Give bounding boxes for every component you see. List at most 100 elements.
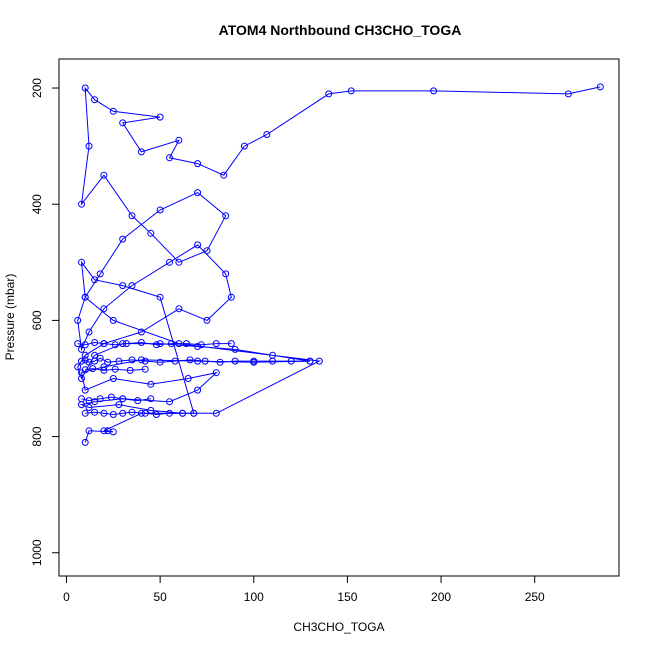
y-tick-label: 800 (30, 426, 44, 446)
data-point (89, 365, 97, 373)
data-point (184, 375, 192, 382)
data-point (119, 395, 127, 403)
data-point (100, 305, 108, 313)
data-point (194, 343, 202, 350)
data-point (212, 409, 220, 417)
data-point (100, 340, 108, 348)
data-point (126, 366, 134, 374)
data-point (128, 356, 136, 364)
data-point (156, 293, 164, 301)
data-point (347, 87, 355, 95)
data-point (128, 212, 136, 220)
data-point (119, 409, 127, 417)
data-point (141, 365, 149, 373)
data-point (100, 427, 108, 435)
data-point (78, 357, 85, 365)
data-point (85, 142, 93, 150)
data-point (141, 409, 149, 417)
data-point (147, 380, 155, 388)
data-point (109, 411, 117, 418)
data-point (81, 409, 89, 417)
data-point (167, 340, 175, 348)
data-point (222, 212, 230, 220)
data-point (231, 345, 239, 353)
data-point (147, 229, 155, 237)
data-series (81, 365, 149, 374)
data-point (175, 305, 183, 313)
data-point (156, 340, 164, 348)
data-point (91, 276, 99, 284)
data-point (96, 354, 104, 362)
data-point (128, 282, 136, 290)
data-point (194, 189, 202, 197)
data-series (78, 354, 314, 366)
y-tick-label: 1000 (30, 539, 44, 566)
data-point (109, 428, 117, 436)
data-point (81, 386, 89, 394)
x-tick-label: 150 (337, 590, 357, 604)
data-point (212, 340, 220, 348)
data-point (74, 316, 82, 324)
data-point (96, 395, 104, 403)
data-point (91, 339, 99, 346)
data-point (250, 357, 258, 365)
data-point (85, 427, 93, 435)
data-point (240, 142, 248, 150)
data-point (231, 357, 239, 365)
data-point (203, 247, 211, 255)
series-line (81, 396, 151, 402)
data-point (81, 366, 89, 374)
data-point (182, 340, 190, 348)
data-point (186, 356, 194, 364)
data-point (227, 293, 235, 301)
data-point (212, 369, 220, 377)
data-point (78, 395, 85, 403)
data-point (190, 409, 198, 417)
data-point (166, 398, 173, 406)
data-point (156, 358, 164, 366)
data-point (306, 357, 314, 365)
data-point (119, 235, 127, 243)
data-point (137, 339, 145, 346)
data-point (78, 200, 85, 208)
data-point (166, 154, 173, 162)
data-point (122, 340, 130, 348)
x-tick-label: 100 (244, 590, 264, 604)
data-point (201, 357, 209, 365)
data-point (81, 341, 89, 349)
data-point (194, 386, 202, 394)
x-tick-label: 0 (63, 590, 70, 604)
plot-frame (58, 58, 620, 577)
data-point (91, 357, 99, 365)
data-point (152, 341, 160, 349)
data-point (263, 131, 271, 138)
data-point (137, 148, 145, 156)
y-tick-label: 400 (30, 194, 44, 214)
data-point (194, 241, 202, 249)
data-point (109, 375, 117, 382)
data-point (216, 358, 224, 366)
data-point (137, 328, 145, 336)
data-point (109, 107, 117, 115)
data-point (74, 340, 82, 348)
data-point (134, 397, 142, 405)
data-point (78, 345, 85, 353)
data-point (100, 171, 108, 179)
data-point (96, 270, 104, 278)
data-point (171, 357, 179, 365)
data-series (74, 83, 604, 446)
data-point (81, 351, 89, 359)
series-line (77, 341, 232, 346)
data-point (81, 356, 89, 364)
data-point (115, 357, 123, 365)
data-point (179, 409, 187, 417)
data-point (156, 113, 164, 121)
data-point (85, 328, 93, 336)
data-series (81, 408, 198, 418)
data-point (596, 83, 604, 91)
x-axis-label: CH3CHO_TOGA (293, 620, 384, 634)
data-point (100, 409, 108, 417)
y-axis-label: Pressure (mbar) (3, 274, 17, 361)
data-point (91, 408, 99, 416)
